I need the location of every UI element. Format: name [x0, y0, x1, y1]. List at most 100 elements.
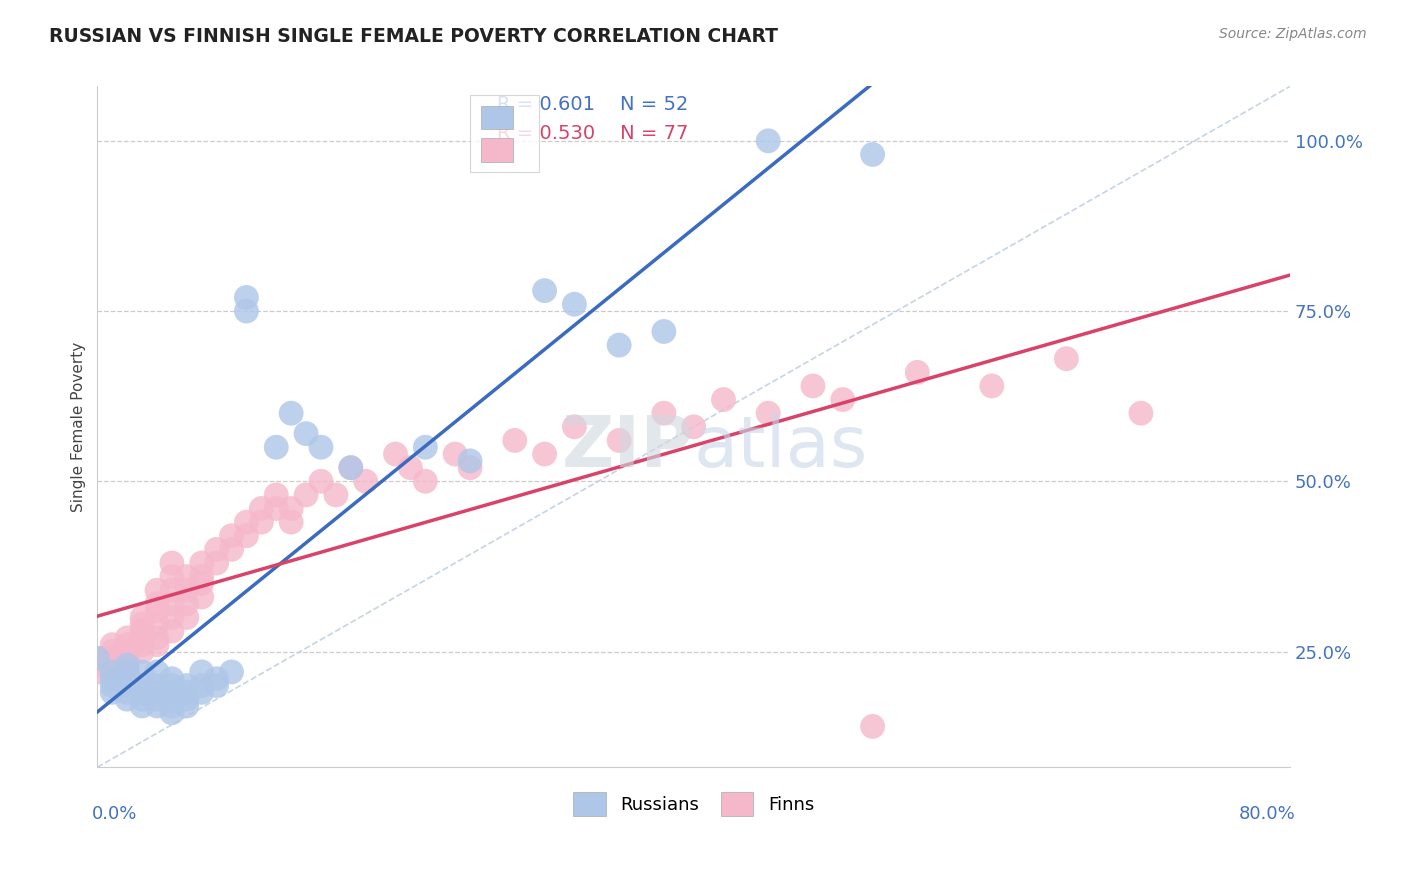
- Point: [160, 610, 183, 624]
- Point: [354, 475, 377, 489]
- Point: [146, 665, 169, 679]
- Legend: Russians, Finns: Russians, Finns: [567, 785, 821, 823]
- Point: [309, 440, 332, 454]
- Text: ZIP: ZIP: [561, 413, 693, 482]
- Point: [115, 644, 138, 658]
- Point: [101, 638, 124, 652]
- Point: [176, 685, 198, 699]
- Point: [235, 304, 257, 318]
- Point: [264, 488, 287, 502]
- Point: [250, 515, 273, 529]
- Point: [190, 679, 212, 693]
- Point: [862, 147, 884, 161]
- Point: [131, 610, 153, 624]
- Point: [221, 665, 243, 679]
- Point: [280, 501, 302, 516]
- Point: [190, 590, 212, 604]
- Point: [295, 426, 318, 441]
- Point: [146, 604, 169, 618]
- Point: [176, 569, 198, 583]
- Point: [756, 406, 779, 420]
- Point: [205, 672, 228, 686]
- Point: [533, 447, 555, 461]
- Point: [115, 658, 138, 673]
- Point: [146, 692, 169, 706]
- Point: [533, 284, 555, 298]
- Point: [101, 658, 124, 673]
- Point: [146, 679, 169, 693]
- Point: [101, 672, 124, 686]
- Point: [205, 679, 228, 693]
- Point: [131, 631, 153, 645]
- Point: [101, 644, 124, 658]
- Point: [415, 475, 437, 489]
- Point: [801, 379, 824, 393]
- Point: [221, 529, 243, 543]
- Point: [756, 134, 779, 148]
- Point: [146, 638, 169, 652]
- Y-axis label: Single Female Poverty: Single Female Poverty: [72, 342, 86, 512]
- Point: [131, 685, 153, 699]
- Point: [221, 542, 243, 557]
- Point: [339, 460, 361, 475]
- Point: [131, 679, 153, 693]
- Text: R = 0.601    N = 52: R = 0.601 N = 52: [496, 95, 689, 114]
- Point: [503, 434, 526, 448]
- Point: [160, 706, 183, 720]
- Point: [176, 679, 198, 693]
- Point: [146, 631, 169, 645]
- Point: [190, 556, 212, 570]
- Point: [235, 529, 257, 543]
- Point: [131, 644, 153, 658]
- Text: R = 0.530    N = 77: R = 0.530 N = 77: [496, 125, 689, 144]
- Point: [564, 419, 586, 434]
- Point: [458, 460, 481, 475]
- Point: [190, 685, 212, 699]
- Point: [190, 665, 212, 679]
- Point: [115, 665, 138, 679]
- Point: [160, 569, 183, 583]
- Text: Source: ZipAtlas.com: Source: ZipAtlas.com: [1219, 27, 1367, 41]
- Point: [1054, 351, 1077, 366]
- Point: [607, 434, 630, 448]
- Point: [115, 638, 138, 652]
- Point: [131, 698, 153, 713]
- Point: [190, 569, 212, 583]
- Text: atlas: atlas: [693, 413, 868, 482]
- Text: RUSSIAN VS FINNISH SINGLE FEMALE POVERTY CORRELATION CHART: RUSSIAN VS FINNISH SINGLE FEMALE POVERTY…: [49, 27, 778, 45]
- Point: [176, 610, 198, 624]
- Point: [264, 501, 287, 516]
- Point: [160, 692, 183, 706]
- Point: [280, 406, 302, 420]
- Point: [86, 665, 108, 679]
- Point: [652, 325, 675, 339]
- Point: [146, 685, 169, 699]
- Point: [176, 583, 198, 598]
- Point: [176, 692, 198, 706]
- Point: [101, 685, 124, 699]
- Point: [564, 297, 586, 311]
- Point: [325, 488, 347, 502]
- Point: [399, 460, 422, 475]
- Point: [146, 698, 169, 713]
- Point: [235, 290, 257, 304]
- Point: [101, 651, 124, 665]
- Point: [862, 719, 884, 733]
- Point: [160, 672, 183, 686]
- Point: [160, 679, 183, 693]
- Point: [101, 665, 124, 679]
- Point: [160, 583, 183, 598]
- Point: [264, 440, 287, 454]
- Point: [115, 631, 138, 645]
- Point: [235, 515, 257, 529]
- Point: [115, 692, 138, 706]
- Point: [339, 460, 361, 475]
- Point: [115, 685, 138, 699]
- Point: [980, 379, 1002, 393]
- Point: [131, 692, 153, 706]
- Point: [146, 583, 169, 598]
- Point: [131, 665, 153, 679]
- Point: [101, 665, 124, 679]
- Point: [131, 624, 153, 638]
- Point: [115, 679, 138, 693]
